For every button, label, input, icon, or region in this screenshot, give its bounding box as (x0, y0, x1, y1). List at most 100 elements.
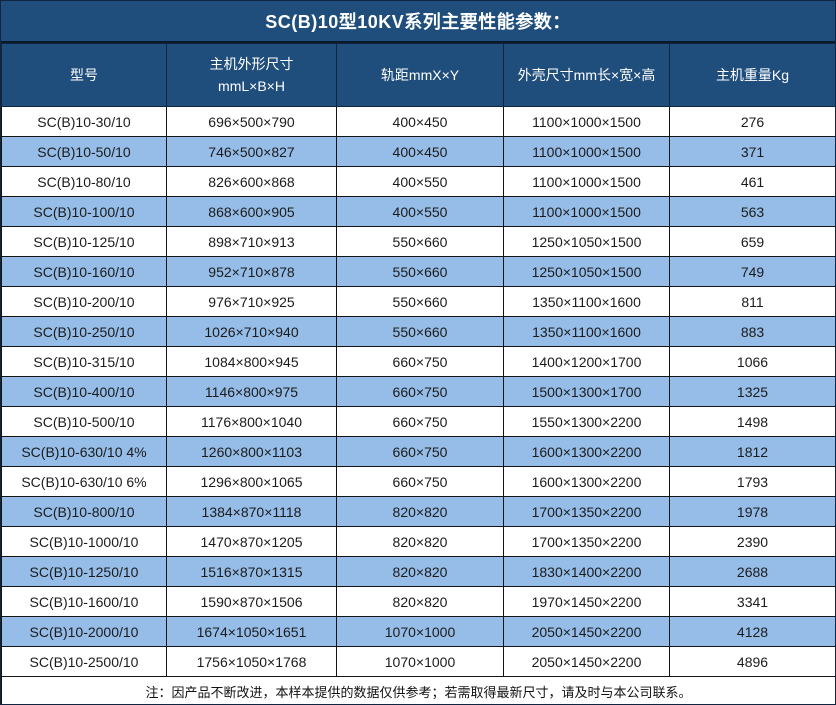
cell-rail-gauge: 820×820 (336, 586, 504, 617)
column-header-label: 轨距mmX×Y (380, 66, 460, 83)
footnote-row: 注：因产品不断改进，本样本提供的数据仅供参考；若需取得最新尺寸，请及时与本公司联… (1, 676, 835, 704)
cell-weight: 2390 (669, 526, 835, 557)
cell-shell-size: 1100×1000×1500 (503, 196, 670, 227)
cell-model: SC(B)10-250/10 (1, 316, 167, 347)
cell-rail-gauge: 400×450 (336, 136, 504, 167)
cell-rail-gauge: 400×550 (336, 196, 504, 227)
cell-model: SC(B)10-2000/10 (1, 616, 167, 647)
cell-model: SC(B)10-400/10 (1, 376, 167, 407)
cell-weight: 4128 (669, 616, 835, 647)
cell-shell-size: 1550×1300×2200 (503, 406, 670, 437)
cell-host-dimensions: 952×710×878 (166, 256, 337, 287)
page-title: SC(B)10型10KV系列主要性能参数： (1, 1, 835, 43)
cell-weight: 1498 (669, 406, 835, 437)
cell-model: SC(B)10-200/10 (1, 286, 167, 317)
cell-shell-size: 1500×1300×1700 (503, 376, 670, 407)
column-header-label: 外壳尺寸mm长×宽×高 (517, 66, 656, 83)
cell-model: SC(B)10-315/10 (1, 346, 167, 377)
cell-weight: 749 (669, 256, 835, 287)
cell-weight: 1812 (669, 436, 835, 467)
cell-model: SC(B)10-1250/10 (1, 556, 167, 587)
table-row: SC(B)10-250/10 1026×710×940 550×660 1350×11… (1, 316, 835, 347)
cell-host-dimensions: 1756×1050×1768 (166, 646, 337, 677)
cell-host-dimensions: 1516×870×1315 (166, 556, 337, 587)
cell-weight: 883 (669, 316, 835, 347)
cell-model: SC(B)10-80/10 (1, 166, 167, 197)
table-body: SC(B)10-30/10 696×500×790 400×450 1100×1000… (1, 106, 835, 677)
cell-host-dimensions: 1384×870×1118 (166, 496, 337, 527)
cell-weight: 4896 (669, 646, 835, 677)
cell-model: SC(B)10-125/10 (1, 226, 167, 257)
column-header-label: 主机重量Kg (715, 66, 790, 83)
cell-host-dimensions: 1674×1050×1651 (166, 616, 337, 647)
cell-rail-gauge: 660×750 (336, 376, 504, 407)
cell-rail-gauge: 820×820 (336, 496, 504, 527)
cell-host-dimensions: 1084×800×945 (166, 346, 337, 377)
cell-shell-size: 1100×1000×1500 (503, 166, 670, 197)
cell-shell-size: 1350×1100×1600 (503, 316, 670, 347)
column-header-label: 型号 (70, 66, 98, 83)
table-row: SC(B)10-200/10 976×710×925 550×660 1350×110… (1, 286, 835, 317)
cell-model: SC(B)10-1000/10 (1, 526, 167, 557)
cell-shell-size: 1100×1000×1500 (503, 106, 670, 137)
cell-shell-size: 1250×1050×1500 (503, 226, 670, 257)
cell-model: SC(B)10-2500/10 (1, 646, 167, 677)
cell-weight: 1066 (669, 346, 835, 377)
cell-host-dimensions: 1470×870×1205 (166, 526, 337, 557)
cell-rail-gauge: 1070×1000 (336, 616, 504, 647)
cell-host-dimensions: 1260×800×1103 (166, 436, 337, 467)
header-row: 型号 主机外形尺寸 mmL×B×H 轨距mmX×Y 外壳尺寸mm长×宽×高 主机… (1, 43, 835, 107)
cell-host-dimensions: 1146×800×975 (166, 376, 337, 407)
cell-host-dimensions: 868×600×905 (166, 196, 337, 227)
cell-weight: 2688 (669, 556, 835, 587)
cell-model: SC(B)10-800/10 (1, 496, 167, 527)
table-row: SC(B)10-2000/10 1674×1050×1651 1070×1000 20… (1, 616, 835, 647)
cell-host-dimensions: 976×710×925 (166, 286, 337, 317)
cell-rail-gauge: 1070×1000 (336, 646, 504, 677)
cell-weight: 1325 (669, 376, 835, 407)
cell-model: SC(B)10-50/10 (1, 136, 167, 167)
cell-rail-gauge: 820×820 (336, 556, 504, 587)
cell-shell-size: 1350×1100×1600 (503, 286, 670, 317)
table-row: SC(B)10-100/10 868×600×905 400×550 1100×100… (1, 196, 835, 227)
cell-shell-size: 1830×1400×2200 (503, 556, 670, 587)
cell-model: SC(B)10-500/10 (1, 406, 167, 437)
cell-weight: 276 (669, 106, 835, 137)
table-row: SC(B)10-2500/10 1756×1050×1768 1070×1000 20… (1, 646, 835, 677)
cell-rail-gauge: 660×750 (336, 406, 504, 437)
cell-shell-size: 1600×1300×2200 (503, 436, 670, 467)
table-row: SC(B)10-30/10 696×500×790 400×450 1100×1000… (1, 106, 835, 137)
cell-shell-size: 1400×1200×1700 (503, 346, 670, 377)
cell-model: SC(B)10-1600/10 (1, 586, 167, 617)
cell-rail-gauge: 660×750 (336, 346, 504, 377)
cell-shell-size: 1600×1300×2200 (503, 466, 670, 497)
column-header-model: 型号 (1, 43, 167, 107)
cell-rail-gauge: 660×750 (336, 466, 504, 497)
cell-weight: 461 (669, 166, 835, 197)
cell-shell-size: 1250×1050×1500 (503, 256, 670, 287)
cell-shell-size: 1700×1350×2200 (503, 496, 670, 527)
cell-weight: 1793 (669, 466, 835, 497)
table-row: SC(B)10-1250/10 1516×870×1315 820×820 1830×… (1, 556, 835, 587)
cell-model: SC(B)10-630/10 6% (1, 466, 167, 497)
cell-model: SC(B)10-160/10 (1, 256, 167, 287)
cell-rail-gauge: 820×820 (336, 526, 504, 557)
cell-host-dimensions: 1296×800×1065 (166, 466, 337, 497)
table-row: SC(B)10-160/10 952×710×878 550×660 1250×105… (1, 256, 835, 287)
cell-rail-gauge: 550×660 (336, 286, 504, 317)
cell-weight: 659 (669, 226, 835, 257)
table-row: SC(B)10-125/10 898×710×913 550×660 1250×105… (1, 226, 835, 257)
table-row: SC(B)10-80/10 826×600×868 400×550 1100×1000… (1, 166, 835, 197)
cell-rail-gauge: 400×450 (336, 106, 504, 137)
cell-rail-gauge: 550×660 (336, 226, 504, 257)
column-header-shell-size: 外壳尺寸mm长×宽×高 (503, 43, 670, 107)
cell-model: SC(B)10-630/10 4% (1, 436, 167, 467)
column-header-sublabel: mmL×B×H (218, 78, 285, 94)
cell-host-dimensions: 1026×710×940 (166, 316, 337, 347)
cell-model: SC(B)10-30/10 (1, 106, 167, 137)
column-header-weight: 主机重量Kg (669, 43, 835, 107)
footnote: 注：因产品不断改进，本样本提供的数据仅供参考；若需取得最新尺寸，请及时与本公司联… (1, 676, 835, 704)
cell-weight: 811 (669, 286, 835, 317)
table-row: SC(B)10-800/10 1384×870×1118 820×820 1700×1… (1, 496, 835, 527)
table-row: SC(B)10-500/10 1176×800×1040 660×750 1550×1… (1, 406, 835, 437)
